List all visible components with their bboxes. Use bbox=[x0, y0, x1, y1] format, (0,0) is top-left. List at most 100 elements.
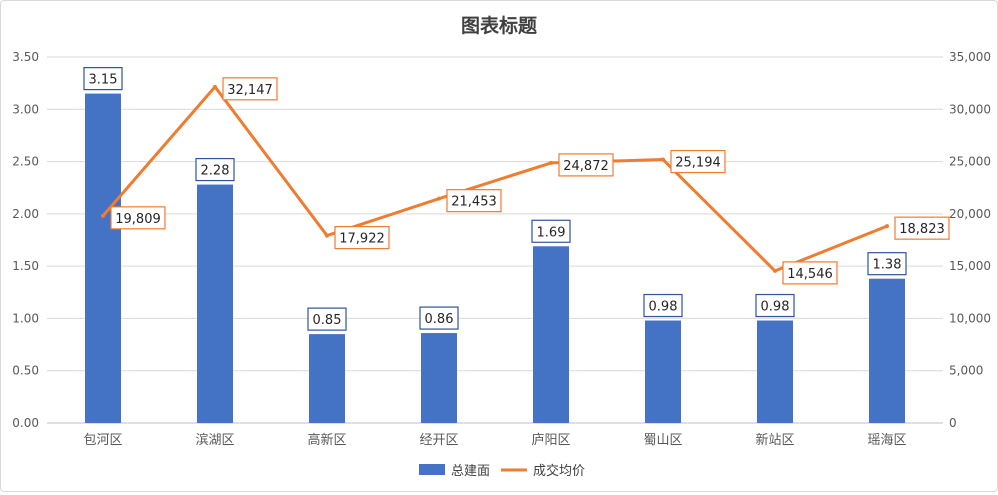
line-label-text: 21,453 bbox=[451, 195, 497, 210]
right-tick-label: 15,000 bbox=[949, 259, 991, 273]
left-tick-label: 1.00 bbox=[12, 311, 39, 325]
right-axis-ticks: 0 5,000 10,000 15,000 20,000 25,000 30,000 35,0… bbox=[949, 50, 991, 430]
x-tick-label: 瑶海区 bbox=[867, 433, 906, 448]
bar-label-box bbox=[755, 293, 795, 318]
legend-label-line: 成交均价 bbox=[533, 463, 585, 479]
bar-label-box bbox=[867, 252, 907, 276]
bar-data-labels: 3.15 2.28 0.85 0.86 1.69 0.98 0.98 1.38 bbox=[83, 66, 907, 331]
chart-title: 图表标题 bbox=[461, 14, 537, 37]
bar-label-box bbox=[531, 219, 571, 243]
line-data-labels: 19,809 32,147 17,922 21,453 24,872 25,194 14,5… bbox=[110, 77, 950, 285]
line-label-box bbox=[782, 261, 838, 285]
line-label-box bbox=[670, 149, 726, 174]
bar-label-text: 1.69 bbox=[537, 225, 566, 240]
line-label-box bbox=[558, 153, 614, 177]
bar-label-text: 1.38 bbox=[873, 258, 902, 273]
legend-item-bar: 总建面 bbox=[419, 464, 490, 479]
line-data-label: 21,453 bbox=[446, 189, 502, 213]
legend-swatch-bar bbox=[419, 464, 445, 475]
bar-label-box bbox=[307, 307, 347, 331]
bar-data-label: 0.98 bbox=[643, 293, 683, 318]
left-tick-label: 3.50 bbox=[12, 50, 39, 64]
right-tick-label: 25,000 bbox=[949, 155, 991, 169]
left-tick-label: 1.50 bbox=[12, 259, 39, 273]
bar-data-label: 2.28 bbox=[195, 157, 235, 182]
bar-data-label: 1.69 bbox=[531, 219, 571, 243]
line-label-text: 25,194 bbox=[675, 156, 721, 171]
legend-label-bar: 总建面 bbox=[451, 464, 490, 479]
line-label-text: 18,823 bbox=[899, 222, 945, 237]
x-tick-label: 经开区 bbox=[419, 433, 458, 448]
line-label-box bbox=[446, 189, 502, 213]
bar bbox=[85, 93, 121, 423]
bar bbox=[309, 334, 345, 423]
bar-data-label: 3.15 bbox=[83, 66, 123, 91]
bar bbox=[645, 320, 681, 423]
line-data-label: 17,922 bbox=[334, 225, 390, 250]
bar-data-label: 0.98 bbox=[755, 293, 795, 318]
left-axis-ticks: 0.00 0.50 1.00 1.50 2.00 2.50 3.00 3.50 bbox=[12, 50, 39, 430]
line-label-text: 14,546 bbox=[787, 267, 833, 282]
right-tick-label: 20,000 bbox=[949, 207, 991, 221]
line-label-text: 17,922 bbox=[339, 232, 385, 247]
line-series bbox=[101, 84, 889, 273]
line-label-box bbox=[894, 216, 950, 240]
line-data-label: 18,823 bbox=[894, 216, 950, 240]
line-point bbox=[213, 84, 217, 89]
bar-label-box bbox=[643, 293, 683, 318]
right-tick-label: 10,000 bbox=[949, 311, 991, 325]
right-tick-label: 30,000 bbox=[949, 102, 991, 116]
bar bbox=[869, 278, 905, 423]
right-tick-label: 5,000 bbox=[949, 364, 983, 378]
right-tick-label: 35,000 bbox=[949, 50, 991, 64]
bar bbox=[421, 333, 457, 423]
line-data-label: 14,546 bbox=[782, 261, 838, 285]
legend-item-line: 成交均价 bbox=[501, 463, 585, 479]
x-tick-label: 滨湖区 bbox=[195, 432, 234, 448]
x-tick-label: 包河区 bbox=[83, 433, 122, 448]
line-label-text: 19,809 bbox=[115, 212, 161, 227]
x-axis-ticks: 包河区 滨湖区 高新区 经开区 庐阳区 蜀山区 新站区 瑶海区 bbox=[83, 432, 906, 448]
bar bbox=[197, 184, 233, 423]
bar-data-label: 0.85 bbox=[307, 307, 347, 331]
bar bbox=[533, 246, 569, 423]
bar-label-box bbox=[419, 306, 459, 330]
line-path bbox=[101, 85, 888, 273]
left-tick-label: 2.00 bbox=[12, 207, 39, 221]
left-tick-label: 0.00 bbox=[12, 416, 39, 430]
left-tick-label: 2.50 bbox=[12, 155, 39, 169]
bar-label-box bbox=[195, 157, 235, 182]
line-label-box bbox=[110, 206, 166, 230]
line-data-label: 32,147 bbox=[222, 77, 278, 101]
left-tick-label: 0.50 bbox=[12, 364, 39, 378]
bar-label-text: 0.98 bbox=[761, 300, 790, 315]
line-point bbox=[885, 224, 889, 229]
x-tick-label: 庐阳区 bbox=[531, 433, 570, 448]
line-point bbox=[549, 160, 553, 165]
bar bbox=[757, 320, 793, 423]
bar-label-box bbox=[83, 66, 123, 91]
line-label-text: 24,872 bbox=[563, 159, 609, 174]
line-data-label: 25,194 bbox=[670, 149, 726, 174]
x-tick-label: 蜀山区 bbox=[643, 433, 682, 448]
line-point bbox=[437, 196, 441, 201]
x-tick-label: 高新区 bbox=[307, 432, 346, 448]
x-tick-label: 新站区 bbox=[755, 432, 794, 448]
line-label-box bbox=[334, 225, 390, 250]
line-point bbox=[773, 268, 777, 273]
right-tick-label: 0 bbox=[949, 416, 957, 430]
bar-label-text: 3.15 bbox=[89, 73, 118, 88]
line-point bbox=[325, 233, 329, 238]
left-tick-label: 3.00 bbox=[12, 102, 39, 116]
bar-data-label: 1.38 bbox=[867, 252, 907, 276]
bar-label-text: 2.28 bbox=[201, 164, 230, 179]
line-point bbox=[101, 213, 105, 218]
line-label-text: 32,147 bbox=[227, 83, 273, 98]
line-data-label: 24,872 bbox=[558, 153, 614, 177]
bar-label-text: 0.98 bbox=[649, 300, 678, 315]
line-point bbox=[661, 157, 665, 162]
legend: 总建面 成交均价 bbox=[419, 463, 585, 479]
bar-series bbox=[85, 93, 905, 423]
